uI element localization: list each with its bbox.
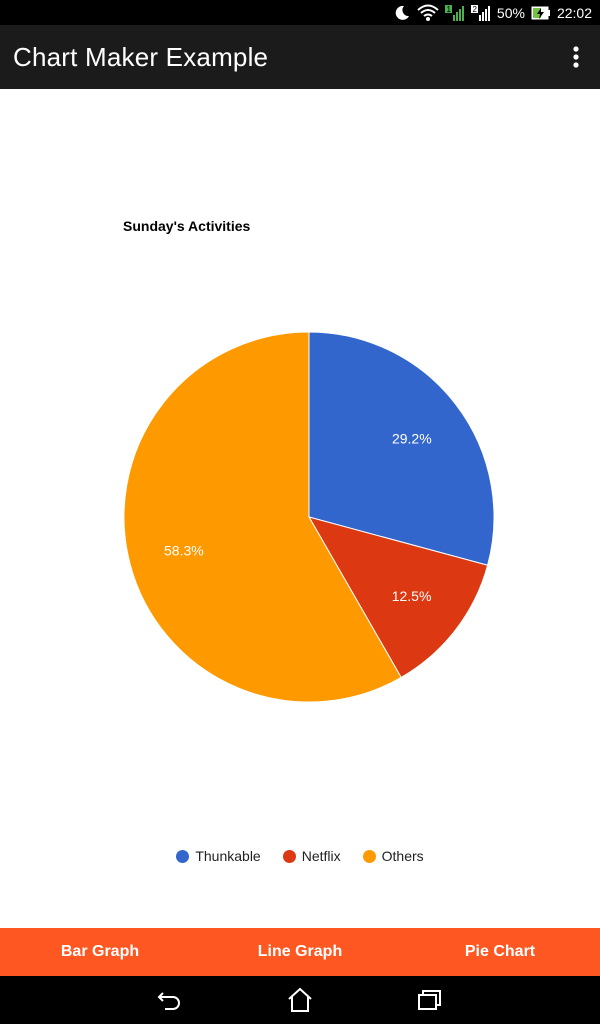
- legend-item-others: Others: [362, 848, 424, 864]
- recent-apps-icon: [418, 990, 441, 1010]
- legend-label-others: Others: [381, 848, 424, 864]
- pie-slice-netflix: [307, 516, 489, 679]
- legend-dot-thunkable: [176, 849, 190, 863]
- clock: 22:02: [556, 4, 592, 21]
- pie-chart: 29.2% 12.5% 58.3%: [123, 331, 495, 703]
- overflow-menu-button[interactable]: [556, 37, 596, 77]
- legend-item-netflix: Netflix: [282, 848, 341, 864]
- app-bar: Chart Maker Example: [0, 25, 600, 89]
- battery-charging-icon: [531, 5, 551, 21]
- home-icon: [288, 987, 312, 1012]
- pie-chart-button[interactable]: Pie Chart: [464, 943, 536, 960]
- bar-graph-button[interactable]: Bar Graph: [60, 943, 140, 960]
- app-title: Chart Maker Example: [13, 41, 269, 72]
- system-nav-bar: [0, 976, 600, 1024]
- pie-slice-others: [123, 331, 402, 703]
- pie-slice-thunkable: [308, 331, 495, 566]
- pie-label-others: 58.3%: [164, 542, 204, 558]
- bottom-tab-bar: Bar Graph Line Graph Pie Chart: [0, 928, 600, 976]
- chart-legend: Thunkable Netflix Others: [0, 846, 600, 866]
- sim1-number: 1: [446, 5, 451, 14]
- legend-label-netflix: Netflix: [301, 848, 341, 864]
- legend-item-thunkable: Thunkable: [176, 848, 261, 864]
- home-button[interactable]: [270, 976, 330, 1024]
- pie-label-netflix: 12.5%: [392, 588, 432, 604]
- line-graph-button[interactable]: Line Graph: [257, 943, 343, 960]
- recent-apps-button[interactable]: [400, 976, 460, 1024]
- chart-title: Sunday's Activities: [123, 218, 251, 234]
- chart-area: 29.2% 12.5% 58.3% Sunday's Activities Thun…: [0, 89, 600, 928]
- signal-sim1-icon: 1: [444, 4, 465, 22]
- back-icon: [157, 992, 180, 1010]
- pie-label-thunkable: 29.2%: [392, 430, 432, 446]
- status-bar: 1 2 50% 22:02: [0, 0, 600, 25]
- wifi-icon: [417, 4, 439, 22]
- legend-dot-netflix: [282, 849, 296, 863]
- signal-sim2-icon: 2: [470, 4, 491, 22]
- back-button[interactable]: [140, 976, 200, 1024]
- more-vert-icon: [573, 46, 579, 68]
- battery-percent: 50%: [496, 4, 525, 21]
- sim2-number: 2: [472, 5, 477, 14]
- legend-dot-others: [362, 849, 376, 863]
- do-not-disturb-moon-icon: [393, 4, 411, 22]
- legend-label-thunkable: Thunkable: [195, 848, 261, 864]
